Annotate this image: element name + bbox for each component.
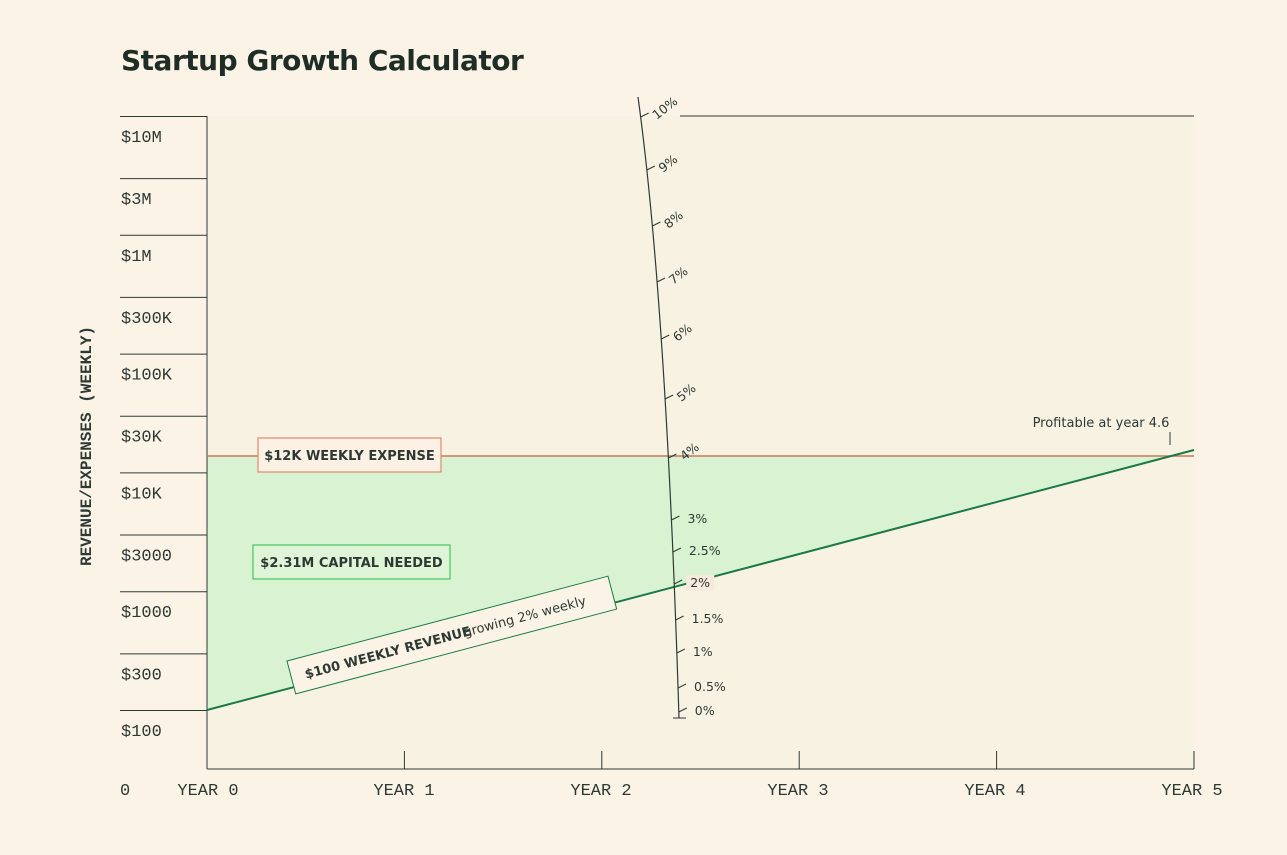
revenue-badge-box (286, 575, 618, 695)
y-tick-label: $10M (121, 129, 162, 148)
y-tick-label: $300 (121, 666, 162, 685)
y-tick-label: $3M (121, 191, 152, 210)
growth-rate-label[interactable]: 2% (690, 575, 710, 590)
growth-rate-tick (677, 683, 687, 689)
y-tick-label: $3000 (121, 548, 172, 567)
x-tick-label: YEAR 0 (177, 782, 238, 801)
x-tick-label: YEAR 4 (964, 782, 1025, 801)
growth-rate-tick (664, 394, 674, 400)
expense-badge[interactable]: $12K WEEKLY EXPENSE (257, 437, 442, 473)
y-axis-title: REVENUE/EXPENSES (WEEKLY) (78, 326, 96, 566)
growth-rate-ticks (640, 112, 688, 713)
growth-rate-tick (676, 648, 686, 654)
x-tick-label: YEAR 2 (570, 782, 631, 801)
growth-rate-tick (671, 515, 680, 521)
profitable-label: Profitable at year 4.6 (1033, 416, 1170, 431)
x-origin-label: 0 (120, 782, 130, 801)
expense-badge-box (257, 437, 442, 473)
growth-rate-tick (678, 707, 688, 713)
y-tick-label: $1000 (121, 604, 172, 623)
growth-rate-tick (668, 453, 677, 459)
growth-rate-tick (675, 615, 684, 621)
capital-badge-box (252, 544, 451, 580)
y-tick-label: $300K (121, 310, 173, 329)
growth-rate-tick (646, 165, 656, 171)
y-tick-label: $30K (121, 429, 163, 448)
capital-badge[interactable]: $2.31M CAPITAL NEEDED (252, 544, 451, 580)
y-axis-ticks (120, 116, 207, 711)
y-tick-label: $1M (121, 248, 152, 267)
x-tick-label: YEAR 1 (373, 782, 434, 801)
y-tick-label: $10K (121, 485, 163, 504)
growth-rate-selected-highlight (686, 575, 715, 591)
growth-rate-tick (640, 112, 649, 118)
y-axis-labels: $100 $300 $1000 $3000 $10K $30K $100K $300K $1M $… (121, 129, 173, 742)
growth-rate-tick (672, 547, 682, 553)
page-title: Startup Growth Calculator (121, 44, 524, 77)
expense-badge-label: $12K WEEKLY EXPENSE (264, 449, 435, 464)
growth-rate-scale-line (637, 96, 680, 719)
growth-rate-tick (652, 221, 661, 227)
x-axis-ticks (206, 751, 1195, 769)
x-axis-labels: YEAR 0 YEAR 1 YEAR 2 YEAR 3 YEAR 4 YEAR 5 (177, 782, 1222, 801)
growth-rate-label[interactable]: 0% (695, 703, 715, 718)
growth-rate-label[interactable]: 0.5% (694, 679, 726, 694)
growth-rate-label[interactable]: 3% (687, 511, 707, 526)
growth-rate-label[interactable]: 1.5% (692, 611, 724, 626)
growth-rate-tick (656, 277, 666, 283)
growth-rate-label[interactable]: 2.5% (689, 543, 721, 558)
y-tick-label: $100K (121, 367, 173, 386)
y-tick-label: $100 (121, 723, 162, 742)
x-tick-label: YEAR 5 (1161, 782, 1222, 801)
growth-rate-label[interactable]: 1% (693, 644, 713, 659)
growth-rate-tick (674, 579, 683, 585)
capital-badge-label: $2.31M CAPITAL NEEDED (260, 556, 443, 571)
x-tick-label: YEAR 3 (767, 782, 828, 801)
growth-rate-tick (661, 334, 670, 340)
